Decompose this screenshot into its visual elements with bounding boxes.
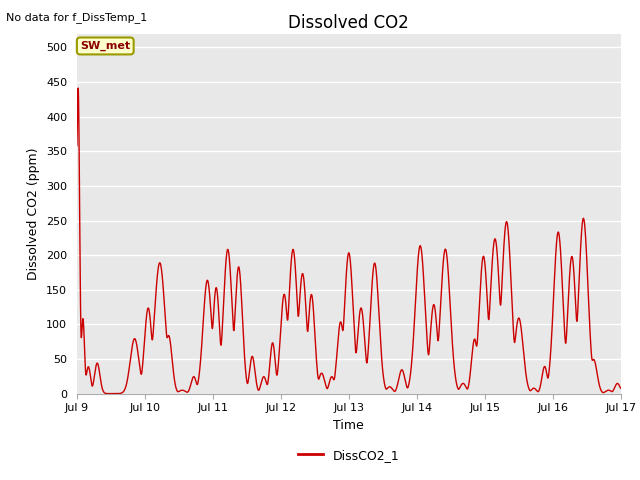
Text: SW_met: SW_met (80, 41, 131, 51)
Y-axis label: Dissolved CO2 (ppm): Dissolved CO2 (ppm) (28, 147, 40, 280)
X-axis label: Time: Time (333, 419, 364, 432)
Title: Dissolved CO2: Dissolved CO2 (289, 14, 409, 32)
Legend: DissCO2_1: DissCO2_1 (293, 444, 404, 467)
Text: No data for f_DissTemp_1: No data for f_DissTemp_1 (6, 12, 148, 23)
